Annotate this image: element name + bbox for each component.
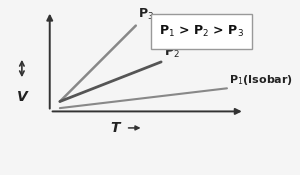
Text: V: V bbox=[16, 90, 27, 104]
FancyBboxPatch shape bbox=[151, 14, 252, 49]
Text: P$_1$(Isobar): P$_1$(Isobar) bbox=[230, 73, 294, 87]
Text: P$_3$: P$_3$ bbox=[138, 7, 154, 22]
Text: P$_2$: P$_2$ bbox=[164, 45, 179, 60]
Text: P$_1$ > P$_2$ > P$_3$: P$_1$ > P$_2$ > P$_3$ bbox=[159, 24, 244, 39]
Text: T: T bbox=[111, 121, 126, 135]
